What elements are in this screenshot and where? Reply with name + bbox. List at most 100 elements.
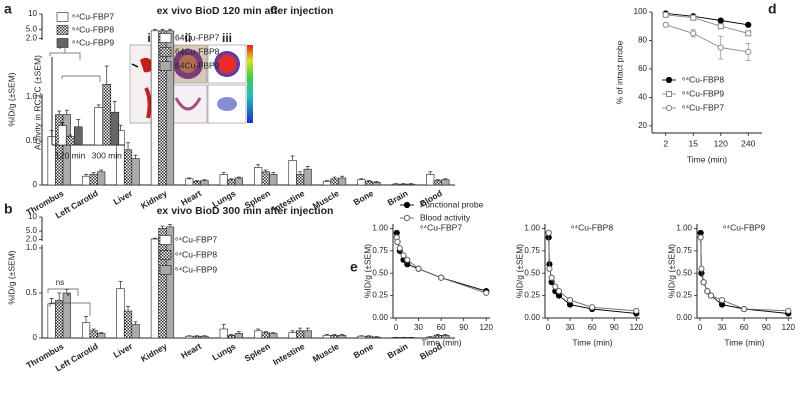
bar [110,111,120,146]
x-tick-label: 0 [546,323,551,332]
panel-letter: b [4,201,13,217]
marker [483,289,490,297]
y-tick-label: 0 [33,333,38,342]
marker [717,44,724,51]
histology-ii-bottom [168,84,208,124]
x-tick-label: 120 min [55,150,86,160]
bar [441,179,450,186]
x-tick-label: 240 [741,138,755,148]
y-tick-label: 5.0 [26,226,38,235]
image-label: iii [222,31,232,45]
x-tick-label: 120 [630,323,644,332]
bar [261,332,270,339]
marker [690,30,697,37]
marker [718,296,726,304]
marker [546,265,553,272]
y-axis-label: % of intact probe [614,40,624,104]
x-tick-label: 30 [414,323,423,332]
marker [662,11,669,18]
x-tick-label: Lungs [210,341,237,363]
x-tick-label: Bone [352,341,376,360]
y-tick-label: 80 [638,36,647,45]
y-axis-label: Activity in RC:LC (±SEM) [32,55,42,150]
bar [338,334,347,339]
bar [185,178,194,186]
x-tick-label: 300 min [92,150,123,160]
bar [65,136,75,146]
bar [330,334,339,339]
legend-label: ⁶⁴Cu-FBP7 [175,234,217,244]
panel-letter: d [768,1,777,17]
bar [269,174,278,186]
bar [97,171,106,186]
x-tick-label: 2 [663,138,668,148]
color-scale [247,45,253,123]
x-tick-label: 0 [698,323,703,332]
legend-label: 64Cu-FBP7 [175,32,220,42]
y-tick-label: 60 [638,64,647,73]
y-tick-label: 0.75 [372,246,388,255]
y-axis-label: %ID/g (±SEM) [6,72,16,126]
bar [227,179,236,186]
legend-label: 64Cu-FBP8 [175,46,220,56]
autorad-signal-low [217,97,237,111]
x-tick-label: 120 [714,138,728,148]
legend-label: ⁶⁴Cu-FBP7 [682,102,724,112]
autorad-signal [214,51,240,77]
marker [704,288,711,295]
bar [185,335,194,339]
y-tick-label: 1.00 [676,224,692,233]
bar [433,180,442,186]
panel-letter: c [270,1,278,17]
arrow [131,63,139,68]
legend-label: ⁶⁴Cu-FBP8 [682,74,724,84]
x-tick-label: 30 [566,323,575,332]
bar [288,160,297,186]
bar [123,149,133,186]
x-tick-label: 60 [588,323,597,332]
bar [254,330,263,339]
chart-title: ex vivo BioD 300 min after injection [157,205,334,217]
y-tick-label: 0.5 [26,288,38,297]
y-tick-label: 1.0 [26,92,38,101]
marker [394,238,401,246]
x-tick-label: Muscle [311,341,341,364]
bar [254,167,263,186]
x-tick-label: 60 [437,323,446,332]
legend-label: ⁶⁴Cu-FBP9 [682,88,724,98]
marker [700,279,707,286]
bar [269,333,278,339]
x-tick-label: 15 [689,138,699,148]
x-tick-label: Spleen [243,341,272,364]
legend-swatch [159,265,172,275]
legend-marker [665,76,673,84]
chart-title: ⁶⁴Cu-FBP9 [723,222,765,232]
x-axis-label: Time (min) [572,337,612,347]
image-panel: i ii iii [129,31,253,124]
series-line [700,232,789,314]
bar [89,174,98,186]
legend-label: ⁶⁴Cu-FBP8 [72,24,114,34]
bar [391,183,400,186]
x-tick-label: Brain [386,341,410,361]
y-tick-label: 2.0 [26,235,38,244]
marker [552,283,559,290]
bar [97,333,106,339]
marker [741,305,748,313]
series-line [665,12,749,26]
legend-label: Blood activity [420,212,471,222]
x-tick-label: 0 [394,323,399,332]
x-tick-label: Bone [352,188,376,207]
significance-label: ns [56,278,64,287]
bar [364,181,374,186]
x-axis-label: Time (min) [687,154,727,164]
y-axis-label: %ID/g (±SEM) [362,244,372,298]
y-tick-label: 10 [28,212,37,221]
y-tick-label: 1.0 [26,243,38,252]
panel-letter: a [4,1,12,17]
y-tick-label: 0 [33,180,38,189]
marker [548,274,555,281]
bar [372,182,381,186]
legend-label: ⁶⁴Cu-FBP7 [72,11,114,21]
y-tick-label: 0.50 [372,268,388,277]
